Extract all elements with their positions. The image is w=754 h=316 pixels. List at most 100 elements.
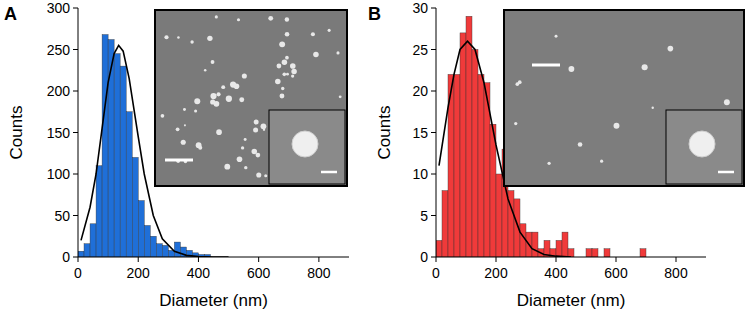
scale-bar [718,171,734,174]
sem-particle [239,97,244,102]
sem-particle [256,153,261,158]
y-tick [73,257,78,258]
sem-particle [652,107,654,109]
histogram-bar [138,201,144,257]
y-tick-label: 0 [420,249,428,265]
sem-particle [234,86,236,88]
sem-particle [285,56,289,60]
y-tick-label: 100 [47,166,71,182]
sem-particle [547,162,550,165]
sem-particle [614,123,620,129]
sem-image [504,10,744,186]
histogram-bar [96,166,102,257]
x-tick [78,257,79,262]
y-axis-title: Counts [7,106,26,160]
y-tick-label: 25 [412,42,428,58]
sem-particle [244,138,247,141]
sem-particle [210,99,215,104]
y-tick-label: 50 [54,208,70,224]
histogram-bar [442,191,448,257]
histogram-bar [562,232,568,257]
y-tick [73,91,78,92]
sem-particle [311,32,315,36]
y-tick [431,174,436,175]
sem-particle [339,95,342,98]
x-tick [318,257,319,262]
sem-particle [724,99,730,105]
histogram-bar [132,157,138,257]
sem-zoom-inset [269,110,345,184]
scale-bar [165,159,193,162]
x-tick-label: 600 [604,265,628,281]
histogram-bar [478,74,484,257]
panel-0: 0501001502002503000200400600800Diameter … [4,0,349,310]
y-tick [73,8,78,9]
sem-particle [282,60,287,65]
histogram-bar [114,54,120,257]
histogram-bar [150,236,156,257]
histogram-bar [174,242,180,257]
y-tick-label: 300 [47,0,71,16]
sem-particle [286,73,289,76]
sem-particle [217,92,221,96]
sem-particle [237,18,240,21]
y-tick-label: 10 [412,166,428,182]
sem-particle [578,142,583,147]
sem-particle [244,166,247,169]
x-tick [198,257,199,262]
panel-1: 0510152025300200400600800Diameter (nm)Co… [368,0,744,310]
sem-particle [277,64,282,69]
x-axis-title: Diameter (nm) [517,291,626,310]
y-tick [431,8,436,9]
x-tick [496,257,497,262]
sem-particle [600,160,603,163]
x-tick-label: 0 [74,265,82,281]
sem-particle [555,35,558,38]
y-tick [431,215,436,216]
x-tick-label: 200 [127,265,151,281]
histogram-bar [436,240,442,257]
sem-particle [190,40,193,43]
histogram-bar [108,40,114,257]
sem-particle [216,129,222,135]
histogram-bar [90,224,96,257]
y-axis-title: Counts [375,106,394,160]
histogram-bar [556,240,562,257]
histogram-bar [592,249,598,257]
histogram-bar [604,249,610,257]
y-tick [431,91,436,92]
sem-particle [290,63,296,69]
sem-background [504,10,744,186]
scale-bar [532,64,560,67]
panel-letter: A [4,4,17,24]
sem-particle [515,82,519,86]
y-tick-label: 20 [412,83,428,99]
sem-particle [514,122,517,125]
sem-particle [256,172,261,177]
y-tick [73,174,78,175]
histogram-bar [460,33,466,257]
y-tick [73,132,78,133]
scale-bar [321,171,337,174]
histogram-bar [78,251,84,257]
sem-particle [328,29,331,32]
sem-particle [210,93,216,99]
x-axis [78,257,349,258]
y-tick [431,257,436,258]
sem-particle [285,32,290,37]
sem-particle [198,146,202,150]
y-tick [431,49,436,50]
y-tick-label: 0 [62,249,70,265]
sem-particle [184,124,186,126]
x-axis [436,257,706,258]
y-tick-label: 15 [412,125,428,141]
y-tick [73,49,78,50]
sem-particle [280,94,285,99]
x-tick-label: 600 [247,265,271,281]
sem-particle [261,123,267,129]
sem-zoom-inset [666,110,742,184]
sem-particle [264,174,267,177]
sem-background [155,10,347,186]
x-tick-label: 400 [544,265,568,281]
sem-particle [291,69,296,74]
